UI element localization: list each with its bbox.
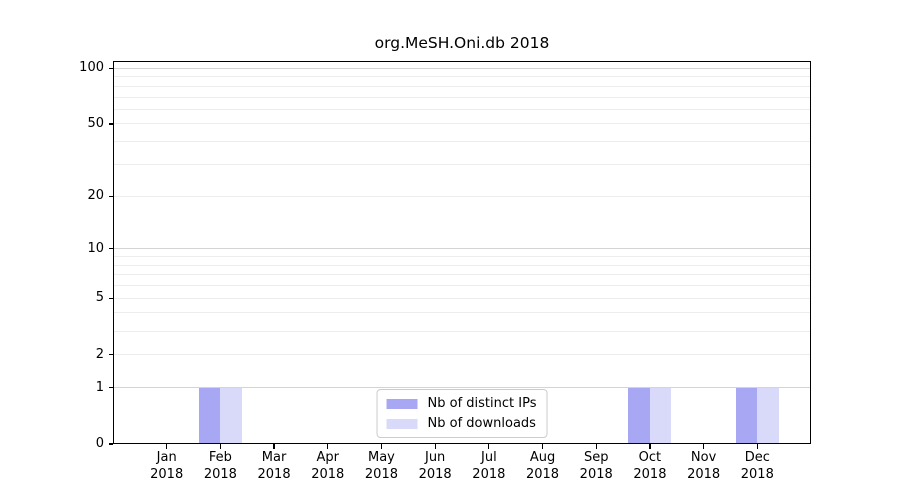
gridline [113, 264, 811, 266]
gridline [113, 312, 811, 314]
gridline [113, 330, 811, 332]
x-tick-label: Apr 2018 [311, 450, 345, 482]
gridline [113, 274, 811, 276]
x-tickmark [327, 444, 329, 449]
x-tickmark [380, 444, 383, 449]
x-tick-label: Jul 2018 [472, 450, 506, 482]
bar-distinct-ips-dec [735, 387, 758, 444]
y-tickmark [108, 248, 113, 250]
legend: Nb of distinct IPs Nb of downloads [376, 389, 548, 438]
bar-downloads-feb [220, 387, 242, 444]
y-tickmark [108, 443, 113, 445]
x-tickmark [273, 444, 275, 449]
x-tick-label: Nov 2018 [687, 450, 721, 482]
y-tickmark [108, 297, 113, 299]
y-tickmark [108, 195, 113, 197]
bar-downloads-dec [757, 387, 779, 444]
y-tick-label: 10 [87, 240, 104, 256]
gridline [113, 108, 811, 110]
legend-item-distinct-ips: Nb of distinct IPs [386, 396, 537, 411]
gridline [113, 76, 811, 78]
legend-label-downloads: Nb of downloads [427, 416, 536, 431]
x-tick-label: Jun 2018 [418, 450, 452, 482]
legend-label-distinct-ips: Nb of distinct IPs [427, 396, 537, 411]
gridline [113, 163, 811, 165]
gridline [113, 85, 811, 87]
bar-distinct-ips-oct [628, 387, 650, 444]
gridline [113, 195, 811, 197]
x-tickmark [595, 444, 597, 449]
x-tick-label: Sep 2018 [579, 450, 613, 482]
y-tick-label: 20 [87, 188, 104, 204]
x-tick-label: Feb 2018 [203, 450, 237, 482]
y-tickmark [108, 386, 113, 389]
gridline [113, 354, 811, 356]
gridline [113, 96, 811, 98]
gridline [113, 256, 811, 258]
bar-downloads-oct [649, 387, 672, 444]
y-tick-label: 100 [79, 60, 104, 76]
gridline [113, 297, 811, 299]
x-tickmark [702, 444, 705, 449]
x-tickmark [434, 444, 436, 449]
y-tickmark [108, 123, 113, 125]
y-tick-label: 1 [95, 379, 104, 395]
x-tickmark [488, 444, 490, 449]
y-tick-label: 5 [95, 290, 104, 306]
y-tick-label: 0 [95, 436, 104, 451]
x-tick-label: Mar 2018 [257, 450, 291, 482]
gridline [113, 141, 811, 143]
gridline [113, 285, 811, 287]
gridline [113, 123, 811, 125]
y-tickmark [108, 353, 113, 356]
y-tick-label: 50 [87, 115, 104, 131]
chart-title: org.MeSH.Oni.db 2018 [374, 34, 550, 52]
legend-item-downloads: Nb of downloads [386, 416, 537, 431]
x-tick-label: Dec 2018 [740, 450, 774, 482]
gridline-major [113, 387, 811, 389]
legend-swatch-distinct-ips [386, 398, 418, 409]
y-tickmark [108, 67, 113, 69]
x-tickmark [756, 444, 758, 449]
bar-distinct-ips-feb [198, 387, 221, 444]
x-tick-label: Oct 2018 [633, 450, 667, 482]
y-tick-label: 2 [95, 346, 104, 362]
x-tick-label: May 2018 [364, 450, 398, 482]
plot-area: Nb of distinct IPs Nb of downloads [113, 61, 811, 444]
legend-swatch-downloads [386, 418, 418, 429]
x-tickmark [541, 444, 544, 449]
x-tick-label: Jan 2018 [150, 450, 184, 482]
gridline-major [113, 67, 811, 69]
x-tickmark [219, 444, 222, 449]
x-tick-label: Aug 2018 [525, 450, 560, 482]
gridline-major [113, 248, 811, 250]
x-tickmark [649, 444, 651, 449]
x-tickmark [166, 444, 168, 449]
